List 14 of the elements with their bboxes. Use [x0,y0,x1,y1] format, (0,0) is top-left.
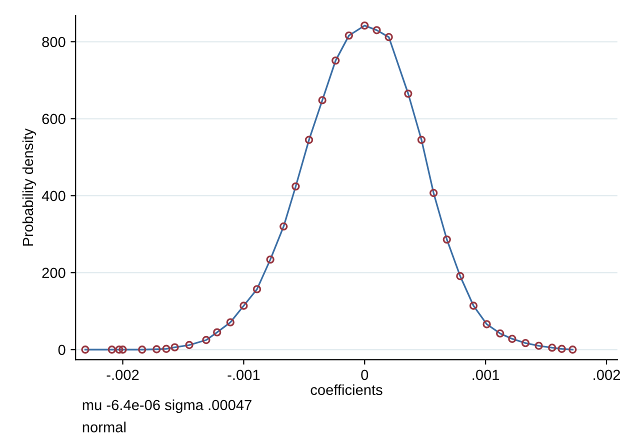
x-tick-label: -.001 [228,370,260,380]
x-tick-label: .002 [594,370,620,380]
x-tick-label: .001 [472,370,500,380]
y-tick-label: 800 [42,36,66,48]
y-tick-label: 400 [42,190,66,202]
y-tick-label: 600 [42,114,66,124]
x-tick-label: -.002 [106,370,139,380]
text: mu -6.4e-06 sigma .00047 [82,399,252,414]
y-tick-label: 0 [58,344,66,356]
text: normal [82,422,126,432]
x-tick-label: 0 [361,370,368,380]
y-tick-label: 200 [42,268,66,278]
x-axis-title: coefficients [310,384,382,396]
y-axis-title: Probability density [22,128,36,246]
